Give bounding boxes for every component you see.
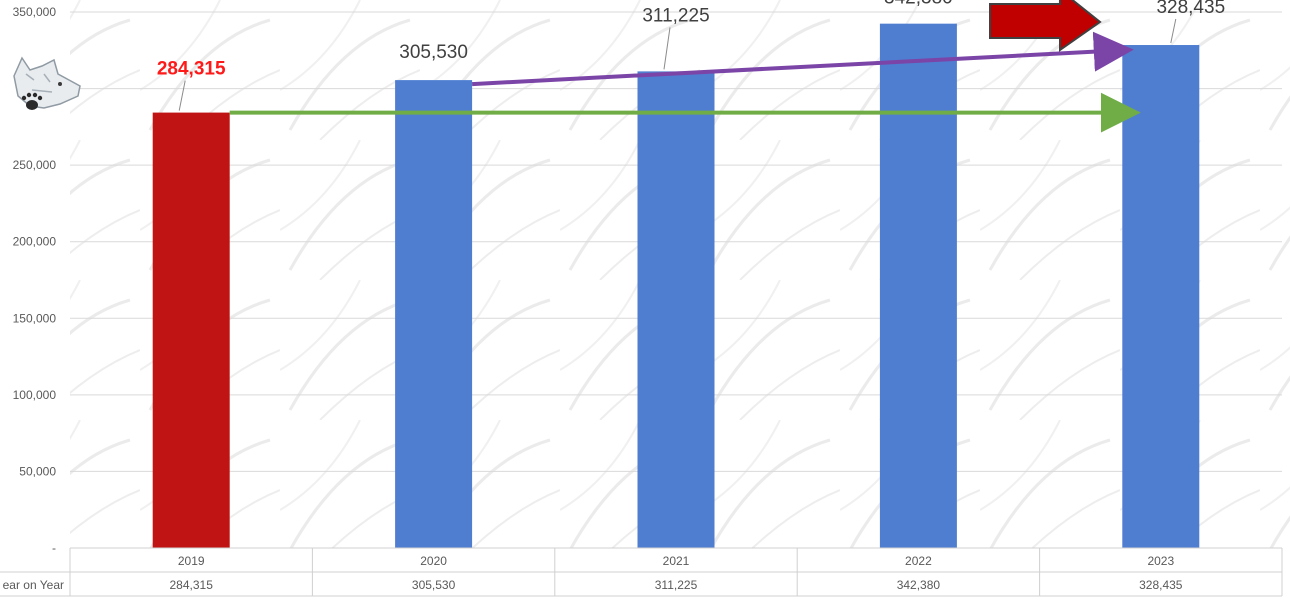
y-axis-ticks: -50,000100,000150,000200,000250,0003350,… [13,5,57,555]
y-tick-label: - [52,541,56,555]
table-cell: 328,435 [1139,578,1183,592]
label-leader-line [663,27,671,70]
bar-2021 [637,71,715,549]
annotations [229,31,1141,133]
x-category-label: 2023 [1147,554,1174,568]
table-cell: 284,315 [170,578,214,592]
label-leader-line [1170,18,1177,44]
table-row-label: ear on Year [3,578,64,592]
data-label-2020: 305,530 [399,42,468,63]
y-tick-label: 350,000 [13,5,57,19]
label-leaders [178,18,1177,111]
wolf-head-with-paw-print-logo [13,56,81,110]
y-tick-label: 100,000 [13,388,57,402]
bar-2022 [879,23,957,548]
bars [152,23,1200,549]
table-cell: 342,380 [897,578,941,592]
x-category-label: 2019 [178,554,205,568]
y-tick-label: 250,000 [13,158,57,172]
x-category-label: 2020 [420,554,447,568]
y-tick-label: 50,000 [19,464,56,478]
x-category-label: 2022 [905,554,932,568]
y-tick-label: 150,000 [13,311,57,325]
bar-2020 [395,80,473,548]
bar-2023 [1122,45,1200,548]
red-right-arrow-callout [989,0,1102,52]
table-cell: 311,225 [655,578,698,592]
data-label-2022: 342,380 [884,0,953,9]
data-table: ear on Year 2019 284,315 2020 305,530 2021 311… [0,547,1283,597]
x-category-label: 2021 [663,554,690,568]
data-label-2019: 284,315 [157,59,226,80]
data-labels: 284,315 305,530 311,225 342,380 328,435 [157,0,1225,80]
label-leader-line [178,80,186,111]
purple-trend-arrow [471,31,1134,87]
table-cell: 305,530 [412,578,456,592]
bar-2019 [152,112,230,548]
data-label-2023: 328,435 [1156,0,1225,18]
y-tick-label: 200,000 [13,235,57,249]
data-label-2021: 311,225 [642,5,709,26]
